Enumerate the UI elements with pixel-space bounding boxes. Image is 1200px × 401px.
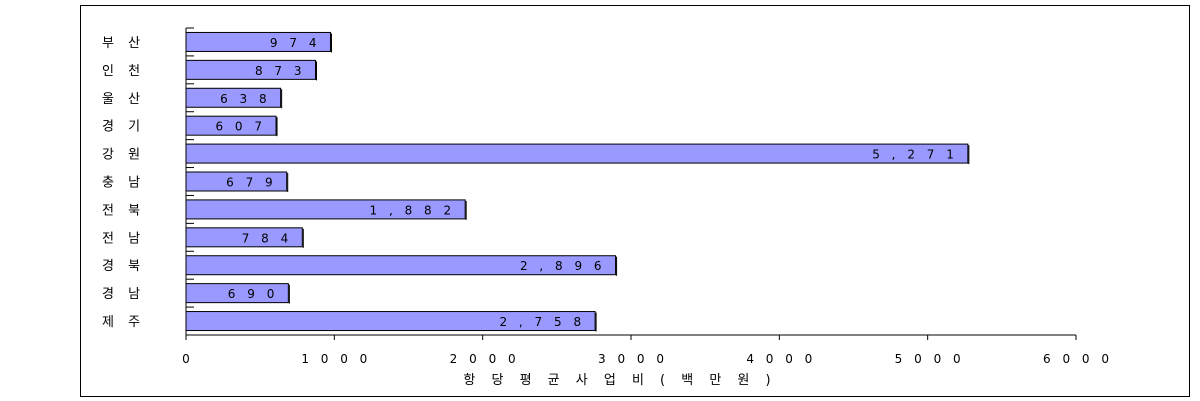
category-label: 인 천	[102, 64, 145, 79]
data-label: 6 7 9	[226, 176, 277, 190]
category-label: 부 산	[102, 36, 145, 51]
category-label: 제 주	[102, 315, 145, 330]
bar	[185, 143, 969, 164]
category-label: 충 남	[102, 176, 145, 191]
category-label: 전 북	[102, 203, 145, 218]
data-label: 2 , 7 5 8	[499, 315, 585, 329]
category-label: 경 기	[102, 120, 145, 135]
category-label: 경 남	[102, 287, 145, 302]
data-label: 5 , 2 7 1	[872, 148, 958, 162]
bar	[185, 171, 288, 192]
bar	[185, 199, 466, 220]
data-label: 6 9 0	[228, 287, 279, 301]
data-label: 7 8 4	[242, 231, 293, 245]
bar	[185, 283, 289, 304]
category-label: 경 북	[102, 259, 145, 274]
bar	[185, 31, 331, 52]
x-axis-title: 항 당 평 균 사 업 비 ( 백 만 원 )	[463, 373, 776, 388]
data-label: 6 3 8	[220, 92, 271, 106]
data-label: 8 7 3	[255, 64, 306, 78]
category-label: 전 남	[102, 231, 145, 246]
x-tick-label: 5 0 0 0	[895, 352, 965, 366]
x-tick-label: 4 0 0 0	[746, 352, 816, 366]
bar	[185, 87, 282, 108]
x-tick-label: 1 0 0 0	[301, 352, 371, 366]
data-label: 1 , 8 8 2	[370, 203, 456, 217]
category-label: 강 원	[102, 148, 145, 163]
bar	[185, 59, 316, 80]
x-tick-label: 2 0 0 0	[450, 352, 520, 366]
bar	[185, 255, 617, 276]
data-label: 9 7 4	[270, 36, 321, 50]
bar	[185, 311, 596, 332]
x-tick-label: 6 0 0 0	[1043, 352, 1113, 366]
x-tick-label: 3 0 0 0	[598, 352, 668, 366]
data-label: 2 , 8 9 6	[520, 259, 606, 273]
bar	[185, 227, 303, 248]
bar	[185, 115, 277, 136]
category-label: 울 산	[102, 92, 145, 107]
x-tick-label: 0	[182, 352, 194, 366]
data-label: 6 0 7	[215, 120, 266, 134]
chart-frame	[80, 5, 1190, 397]
